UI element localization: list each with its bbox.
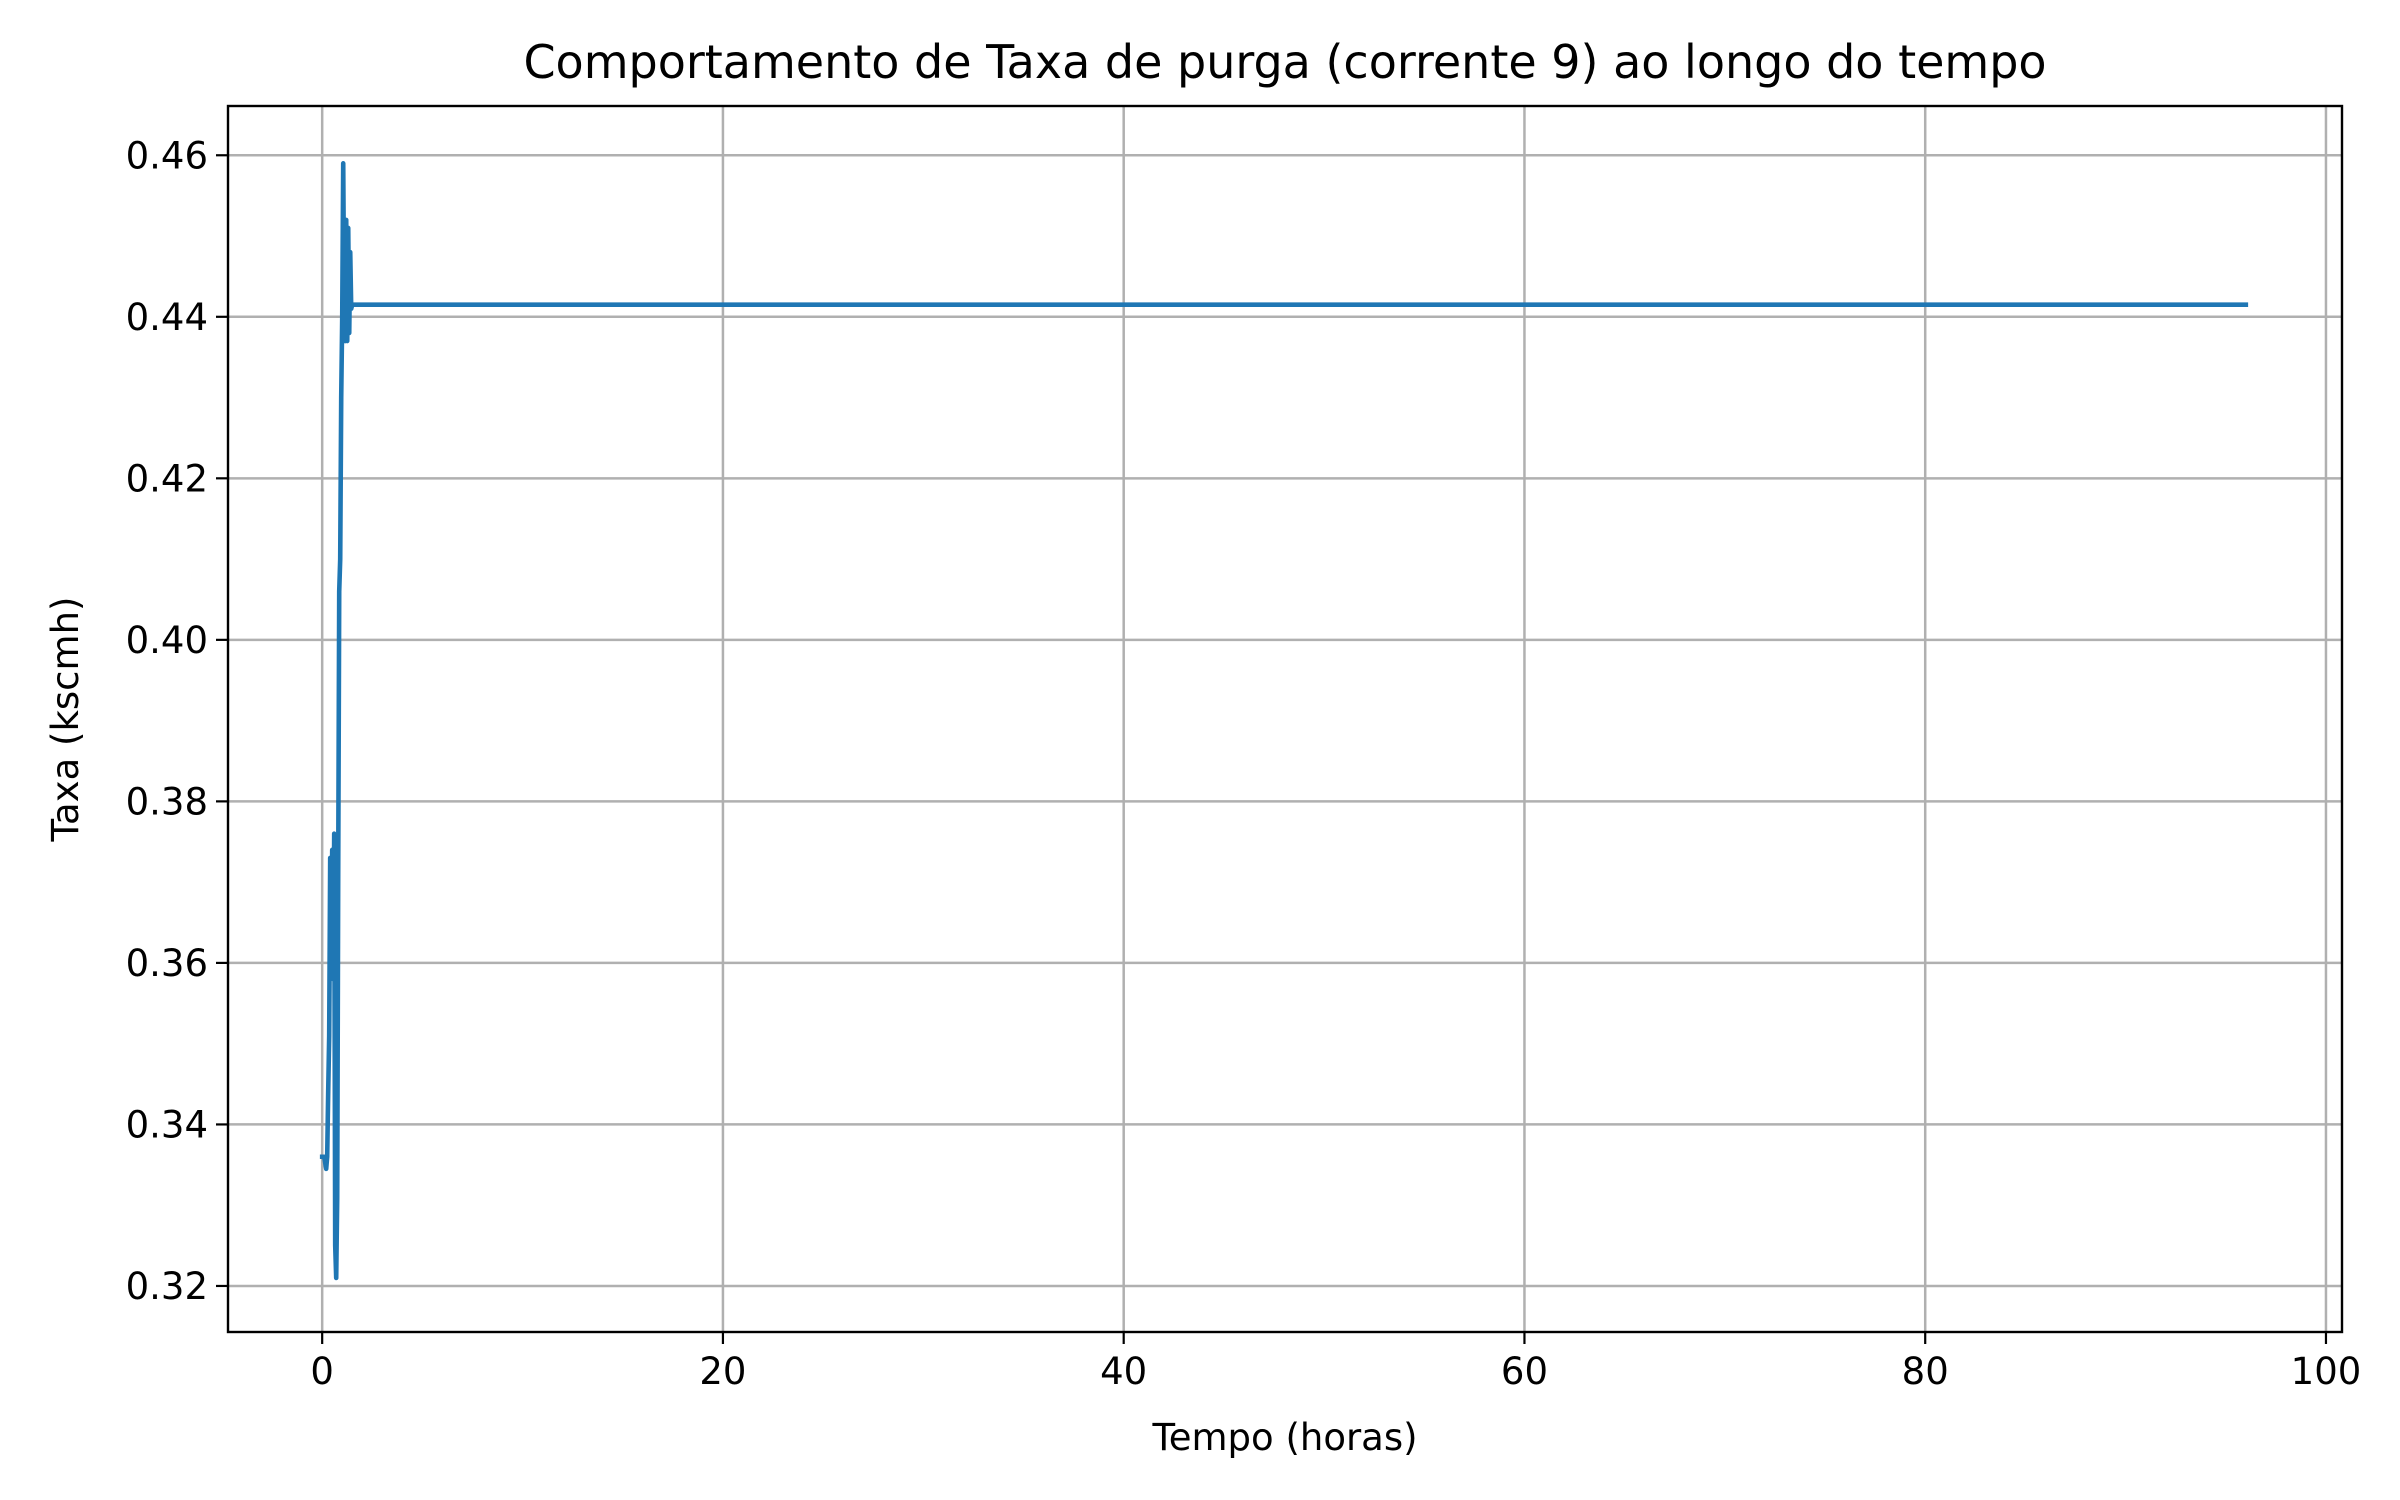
y-tick-label: 0.46: [126, 134, 208, 177]
y-tick-label: 0.44: [126, 296, 208, 339]
y-axis-label: Taxa (kscmh): [44, 597, 87, 843]
x-tick-label: 0: [310, 1350, 334, 1393]
y-tick-label: 0.32: [126, 1265, 208, 1308]
x-tick-label: 40: [1100, 1350, 1147, 1393]
series-layer: [319, 161, 2249, 1281]
y-tick-label: 0.36: [126, 942, 208, 985]
chart-title: Comportamento de Taxa de purga (corrente…: [523, 35, 2046, 89]
axis-ticks: 0 20 40 60 80 100 0.32 0.34 0.36 0.38 0.40 0.42 0.44…: [126, 134, 2362, 1393]
y-tick-label: 0.38: [126, 780, 208, 823]
x-tick-label: 80: [1902, 1350, 1949, 1393]
x-axis-label: Tempo (horas): [1151, 1416, 1417, 1459]
x-tick-label: 60: [1501, 1350, 1548, 1393]
series-line: [319, 161, 2249, 1281]
grid: [228, 106, 2342, 1332]
x-tick-label: 20: [699, 1350, 746, 1393]
y-tick-label: 0.40: [126, 619, 208, 662]
plot-frame: [226, 104, 2344, 1334]
x-tick-label: 100: [2291, 1350, 2362, 1393]
y-tick-label: 0.42: [126, 457, 208, 500]
y-tick-label: 0.34: [126, 1103, 208, 1146]
